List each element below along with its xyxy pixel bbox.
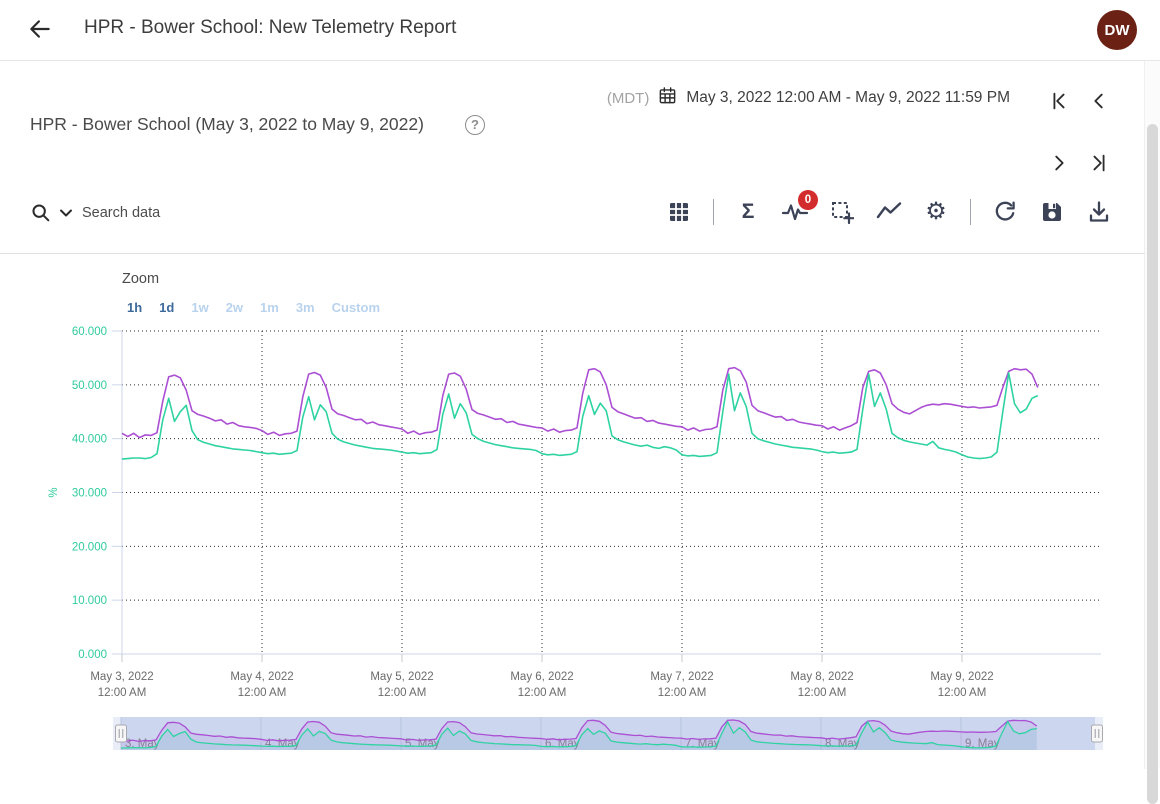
- download-icon: [1087, 200, 1111, 224]
- refresh-button[interactable]: [992, 199, 1018, 225]
- help-icon[interactable]: ?: [465, 115, 485, 135]
- x-tick-label-time: 12:00 AM: [238, 687, 287, 699]
- section-divider: [0, 253, 1145, 254]
- y-tick-label: 0.000: [78, 649, 107, 661]
- x-tick-label-time: 12:00 AM: [938, 687, 987, 699]
- navigator-handle-right[interactable]: [1091, 724, 1103, 743]
- x-tick-label-date: May 5, 2022: [370, 671, 433, 683]
- chart-toolbar: Σ 0 ⚙: [666, 190, 1112, 230]
- trend-button[interactable]: [876, 199, 902, 225]
- search-input[interactable]: [80, 204, 504, 222]
- x-tick-label-date: May 3, 2022: [90, 671, 153, 683]
- page-scrollbar-thumb[interactable]: [1147, 124, 1158, 804]
- navigator-day-label: 4. May: [265, 738, 300, 750]
- date-row: (MDT) May 3, 2022 12:00 AM - May 9, 2022…: [607, 86, 1010, 110]
- y-tick-label: 50.000: [72, 380, 107, 392]
- x-tick-label-time: 12:00 AM: [658, 687, 707, 699]
- navigator-series-area: [121, 720, 1037, 750]
- gear-icon: ⚙: [925, 198, 947, 225]
- pager-top: [1046, 88, 1112, 114]
- pulse-icon: [782, 199, 808, 225]
- x-tick-label-date: May 6, 2022: [510, 671, 573, 683]
- zoom-range-buttons: 1h 1d 1w 2w 1m 3m Custom: [127, 300, 380, 315]
- last-page-button[interactable]: [1086, 150, 1112, 176]
- pager-bottom: [1046, 150, 1112, 176]
- search-bar: [30, 198, 504, 228]
- x-tick-label-date: May 4, 2022: [230, 671, 293, 683]
- navigator-series-line: [120, 719, 1038, 743]
- last-page-icon: [1088, 154, 1110, 177]
- app-bar: HPR - Bower School: New Telemetry Report…: [0, 0, 1160, 61]
- toolbar-divider: [713, 199, 714, 225]
- save-button[interactable]: [1039, 199, 1065, 225]
- zoom-option-custom: Custom: [331, 300, 381, 315]
- zoom-option-2w: 2w: [225, 300, 244, 315]
- x-tick-label-time: 12:00 AM: [378, 687, 427, 699]
- x-tick-label-date: May 8, 2022: [790, 671, 853, 683]
- first-page-button[interactable]: [1046, 88, 1072, 114]
- date-range-text: May 3, 2022 12:00 AM - May 9, 2022 11:59…: [686, 89, 1010, 106]
- refresh-icon: [993, 200, 1017, 224]
- y-tick-label: 40.000: [72, 434, 107, 446]
- chart-navigator[interactable]: 3. May 4. May 5. May 6. May 7. May 8. May 9. M…: [0, 710, 1160, 769]
- zoom-option-1h[interactable]: 1h: [127, 300, 143, 315]
- navigator-handle-left[interactable]: [115, 724, 127, 743]
- zoom-option-1m: 1m: [260, 300, 279, 315]
- y-tick-label: 10.000: [72, 595, 107, 607]
- select-region-button[interactable]: [829, 199, 855, 225]
- main-chart[interactable]: 60.000 50.000 40.000 30.000 20.000 10.000 0.00…: [0, 320, 1160, 710]
- x-tick-label-date: May 9, 2022: [930, 671, 993, 683]
- chevron-left-icon: [1088, 93, 1110, 115]
- back-arrow-icon: [27, 19, 53, 45]
- x-tick-label-time: 12:00 AM: [518, 687, 567, 699]
- calendar-icon: [658, 86, 677, 110]
- navigator-series-area: [121, 721, 1037, 750]
- y-tick-label: 60.000: [72, 326, 107, 338]
- chart-series-line: [121, 366, 1039, 439]
- search-icon[interactable]: [30, 202, 52, 224]
- date-range-picker[interactable]: May 3, 2022 12:00 AM - May 9, 2022 11:59…: [658, 86, 1010, 110]
- navigator-day-label: 5. May: [405, 738, 440, 750]
- chart-series-line: [121, 372, 1039, 460]
- settings-button[interactable]: ⚙: [923, 199, 949, 225]
- select-add-icon: [830, 200, 854, 224]
- zoom-option-1w: 1w: [191, 300, 209, 315]
- x-tick-label-time: 12:00 AM: [798, 687, 847, 699]
- previous-page-button[interactable]: [1086, 88, 1112, 114]
- table-icon: [667, 200, 691, 224]
- x-tick-label-time: 12:00 AM: [98, 687, 147, 699]
- report-title: HPR - Bower School (May 3, 2022 to May 9…: [30, 114, 424, 134]
- navigator-series-line: [120, 720, 1037, 749]
- navigator-selected-range[interactable]: [121, 717, 1095, 750]
- avatar[interactable]: DW: [1097, 10, 1137, 50]
- zoom-option-1d[interactable]: 1d: [159, 300, 175, 315]
- sigma-icon: Σ: [741, 200, 755, 223]
- toolbar-divider: [970, 199, 971, 225]
- alerts-button[interactable]: 0: [782, 190, 818, 225]
- back-button[interactable]: [24, 15, 56, 45]
- y-axis-title: %: [48, 487, 60, 497]
- save-icon: [1040, 200, 1064, 224]
- y-tick-label: 30.000: [72, 488, 107, 500]
- aggregate-button[interactable]: Σ: [735, 199, 761, 225]
- page-scrollbar-track[interactable]: [1144, 60, 1160, 804]
- chevron-down-icon[interactable]: [58, 205, 74, 221]
- chevron-right-icon: [1048, 155, 1070, 177]
- first-page-icon: [1048, 92, 1070, 115]
- zoom-option-3m: 3m: [295, 300, 315, 315]
- timezone-label: (MDT): [606, 89, 650, 107]
- x-tick-label-date: May 7, 2022: [650, 671, 713, 683]
- chart-plot-area[interactable]: [122, 331, 1101, 654]
- y-tick-label: 20.000: [72, 541, 107, 553]
- table-view-button[interactable]: [666, 199, 692, 225]
- download-button[interactable]: [1086, 199, 1112, 225]
- zoom-label: Zoom: [122, 271, 160, 287]
- trend-icon: [876, 199, 902, 225]
- next-page-button[interactable]: [1046, 150, 1072, 176]
- alerts-badge: 0: [798, 190, 818, 210]
- navigator-day-label: 8. May: [825, 738, 860, 750]
- page-title: HPR - Bower School: New Telemetry Report: [84, 17, 457, 38]
